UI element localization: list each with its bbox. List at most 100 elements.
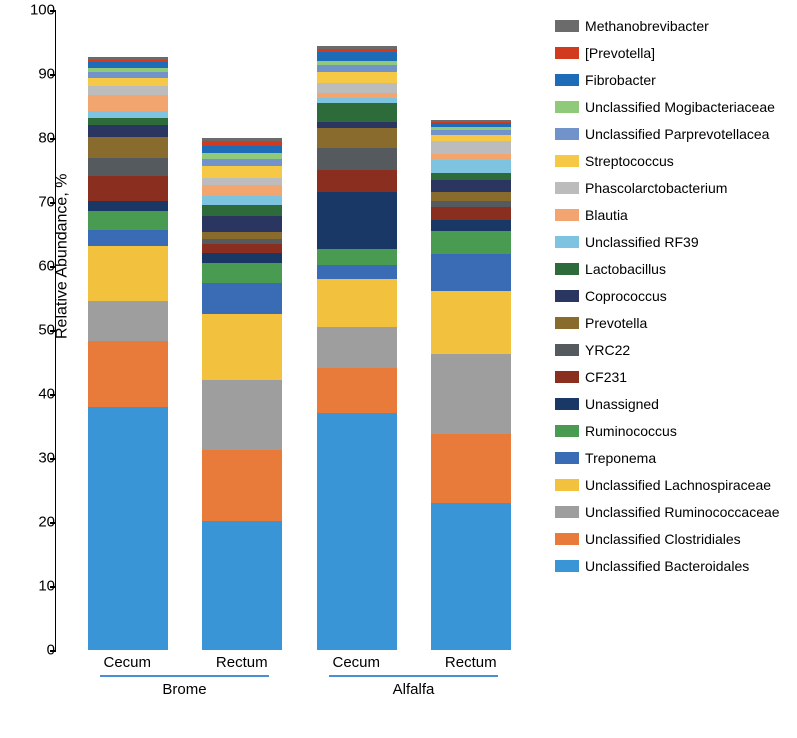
legend-item: Streptococcus <box>555 153 787 169</box>
x-group-line <box>329 675 498 677</box>
legend-label: Unclassified Clostridiales <box>585 531 741 547</box>
bar <box>88 57 168 650</box>
bar-segment <box>431 434 511 503</box>
legend-label: Unclassified Mogibacteriaceae <box>585 99 775 115</box>
bar-segment <box>431 354 511 434</box>
bar-segment <box>88 201 168 211</box>
bar-segment <box>202 521 282 650</box>
legend-label: Streptococcus <box>585 153 674 169</box>
y-tick-mark <box>50 10 56 12</box>
legend-swatch <box>555 47 579 59</box>
legend-swatch <box>555 290 579 302</box>
legend-swatch <box>555 371 579 383</box>
bar-segment <box>317 103 397 122</box>
y-tick-mark <box>50 522 56 524</box>
legend-label: Coprococcus <box>585 288 667 304</box>
bar-segment <box>317 170 397 192</box>
legend-label: Lactobacillus <box>585 261 666 277</box>
legend-label: Unclassified Bacteroidales <box>585 558 749 574</box>
bar-segment <box>88 78 168 86</box>
plot-area: Relative Abundance, % 010203040506070809… <box>10 10 543 728</box>
y-tick: 10 <box>15 578 55 595</box>
legend-swatch <box>555 425 579 437</box>
legend-swatch <box>555 101 579 113</box>
bar <box>202 138 282 650</box>
bar-segment <box>88 95 168 111</box>
legend-swatch <box>555 20 579 32</box>
legend-label: Unclassified Parprevotellacea <box>585 126 769 142</box>
legend-swatch <box>555 182 579 194</box>
legend-label: Blautia <box>585 207 628 223</box>
legend-item: Ruminococcus <box>555 423 787 439</box>
y-tick-mark <box>50 650 56 652</box>
legend-label: Unclassified Ruminococcaceae <box>585 504 780 520</box>
bar-segment <box>88 111 168 119</box>
y-tick: 30 <box>15 450 55 467</box>
bar-segment <box>202 380 282 450</box>
legend-item: Lactobacillus <box>555 261 787 277</box>
legend-item: Fibrobacter <box>555 72 787 88</box>
legend-label: Unclassified Lachnospiraceae <box>585 477 771 493</box>
bar-segment <box>88 211 168 230</box>
bar-segment <box>431 160 511 173</box>
legend-swatch <box>555 452 579 464</box>
bar-segment <box>202 450 282 520</box>
bar-segment <box>202 314 282 380</box>
legend-swatch <box>555 209 579 221</box>
bar-segment <box>202 166 282 179</box>
bars-region: CecumRectumCecumRectum BromeAlfalfa <box>55 10 543 728</box>
y-tick-mark <box>50 266 56 268</box>
bar-segment <box>317 279 397 327</box>
bar-segment <box>202 283 282 314</box>
legend-label: CF231 <box>585 369 627 385</box>
legend-label: YRC22 <box>585 342 630 358</box>
x-group: Brome <box>70 673 299 698</box>
bar-segment <box>317 83 397 93</box>
bars <box>55 10 543 650</box>
legend-label: Methanobrevibacter <box>585 18 709 34</box>
bar-segment <box>431 207 511 220</box>
legend-swatch <box>555 533 579 545</box>
bar-segment <box>88 125 168 138</box>
bar-segment <box>431 291 511 354</box>
legend-item: [Prevotella] <box>555 45 787 61</box>
y-tick-mark <box>50 330 56 332</box>
y-tick: 40 <box>15 386 55 403</box>
legend-item: Coprococcus <box>555 288 787 304</box>
legend-item: Unclassified Bacteroidales <box>555 558 787 574</box>
bar-segment <box>88 301 168 341</box>
bar-segment <box>202 244 282 254</box>
legend-item: Unclassified Mogibacteriaceae <box>555 99 787 115</box>
y-tick-mark <box>50 458 56 460</box>
legend-label: Ruminococcus <box>585 423 677 439</box>
bar-segment <box>431 220 511 232</box>
legend-label: Fibrobacter <box>585 72 656 88</box>
x-group: Alfalfa <box>299 673 528 698</box>
legend-swatch <box>555 128 579 140</box>
bar-segment <box>317 368 397 413</box>
legend-swatch <box>555 398 579 410</box>
legend-item: Blautia <box>555 207 787 223</box>
chart-container: Relative Abundance, % 010203040506070809… <box>10 10 787 728</box>
x-tick: Cecum <box>87 654 167 671</box>
legend-swatch <box>555 479 579 491</box>
bar-segment <box>88 246 168 300</box>
x-tick: Rectum <box>202 654 282 671</box>
y-axis: Relative Abundance, % 010203040506070809… <box>10 10 55 650</box>
y-tick: 70 <box>15 194 55 211</box>
legend-label: Prevotella <box>585 315 647 331</box>
bar-segment <box>202 263 282 283</box>
bar-segment <box>88 158 168 176</box>
bar-segment <box>317 72 397 84</box>
x-group-label: Brome <box>70 681 299 698</box>
y-tick: 80 <box>15 130 55 147</box>
x-axis: CecumRectumCecumRectum <box>55 650 543 671</box>
bar-segment <box>431 192 511 200</box>
legend-item: Prevotella <box>555 315 787 331</box>
y-tick-mark <box>50 586 56 588</box>
y-ticks: 0102030405060708090100 <box>10 10 55 650</box>
legend: Methanobrevibacter [Prevotella] Fibrobacte… <box>543 10 787 728</box>
legend-swatch <box>555 506 579 518</box>
bar <box>431 120 511 650</box>
bar-segment <box>431 231 511 253</box>
